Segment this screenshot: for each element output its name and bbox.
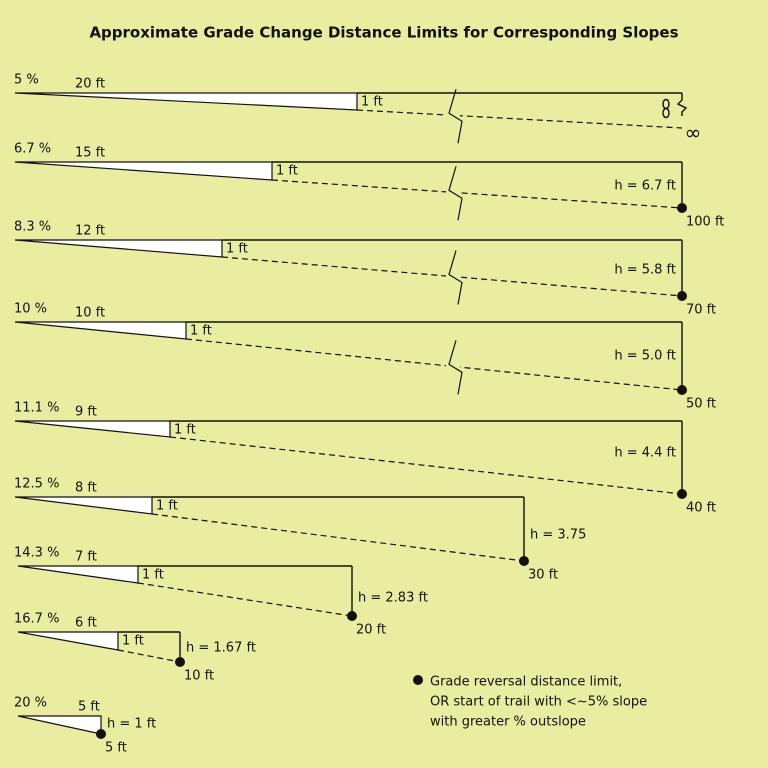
grade-triangle: [14, 92, 358, 111]
slope-extension: [356, 109, 683, 129]
slope-label: 8.3 %: [14, 220, 51, 235]
limit-dot: [677, 291, 687, 301]
break-mark: [448, 250, 463, 305]
run-label: 7 ft: [75, 550, 97, 565]
slope-label: 14.3 %: [14, 546, 59, 561]
rise-label: 1 ft: [174, 423, 196, 438]
grade-triangle: [14, 161, 273, 181]
break-mark: [448, 340, 463, 395]
rise-label: 1 ft: [190, 324, 212, 339]
grade-triangle: [17, 715, 102, 735]
height-label: h = 2.83 ft: [358, 591, 428, 606]
distance-label: ∞: [685, 121, 702, 145]
limit-dot: [96, 729, 106, 739]
slope-label: 16.7 %: [14, 612, 59, 627]
grade-triangle: [14, 321, 187, 340]
limit-dot: [519, 556, 529, 566]
slope-extension: [117, 649, 181, 663]
legend-line: Grade reversal distance limit,: [430, 675, 622, 690]
slope-label: 6.7 %: [14, 142, 51, 157]
height-label: h = 1.67 ft: [186, 641, 256, 656]
run-label: 5 ft: [78, 700, 100, 715]
rise-label: 1 ft: [122, 634, 144, 649]
rise-label: 1 ft: [156, 499, 178, 514]
height-label: h = 5.0 ft: [614, 349, 676, 364]
height-label: h = 6.7 ft: [614, 179, 676, 194]
legend-line: with greater % outslope: [430, 715, 586, 730]
height-label: h = 4.4 ft: [614, 446, 676, 461]
break-mark: [448, 89, 463, 144]
slope-label: 5 %: [14, 73, 39, 88]
run-label: 6 ft: [75, 616, 97, 631]
run-label: 9 ft: [75, 405, 97, 420]
run-label: 12 ft: [75, 224, 105, 239]
legend-line: OR start of trail with <~5% slope: [430, 695, 647, 710]
run-label: 8 ft: [75, 481, 97, 496]
break-mark: [448, 166, 463, 221]
run-label: 20 ft: [75, 77, 105, 92]
distance-label: 5 ft: [105, 741, 127, 756]
limit-dot: [175, 657, 185, 667]
run-label: 15 ft: [75, 146, 105, 161]
slope-label: 11.1 %: [14, 401, 59, 416]
rise-label: 1 ft: [361, 95, 383, 110]
grade-triangle: [14, 239, 223, 258]
distance-label: 70 ft: [686, 303, 716, 318]
run-label: 10 ft: [75, 306, 105, 321]
distance-label: 50 ft: [686, 397, 716, 412]
height-label: h = 5.8 ft: [614, 263, 676, 278]
title: Approximate Grade Change Distance Limits…: [89, 24, 678, 42]
grade-triangle: [14, 496, 153, 515]
height-label: h = 1 ft: [107, 717, 156, 732]
slope-extension: [151, 513, 525, 562]
limit-dot: [677, 385, 687, 395]
distance-label: 30 ft: [528, 568, 558, 583]
limit-dot: [347, 611, 357, 621]
rise-label: 1 ft: [226, 242, 248, 257]
slope-label: 12.5 %: [14, 477, 59, 492]
rise-label: 1 ft: [142, 568, 164, 583]
slope-extension: [137, 582, 353, 617]
slope-label: 10 %: [14, 302, 47, 317]
distance-label: 20 ft: [356, 623, 386, 638]
height-label: h = 3.75: [530, 528, 586, 543]
slope-extension: [271, 179, 683, 209]
rise-label: 1 ft: [276, 164, 298, 179]
slope-extension: [185, 338, 683, 391]
infinity-mark: [662, 93, 688, 119]
grade-triangle: [17, 565, 139, 584]
slope-extension: [169, 436, 683, 495]
grade-triangle: [17, 631, 119, 651]
limit-dot: [677, 489, 687, 499]
distance-label: 100 ft: [686, 215, 724, 230]
legend-dot: [413, 675, 423, 685]
limit-dot: [677, 203, 687, 213]
distance-label: 10 ft: [184, 669, 214, 684]
grade-triangle: [14, 420, 171, 438]
slope-label: 20 %: [14, 696, 47, 711]
distance-label: 40 ft: [686, 501, 716, 516]
